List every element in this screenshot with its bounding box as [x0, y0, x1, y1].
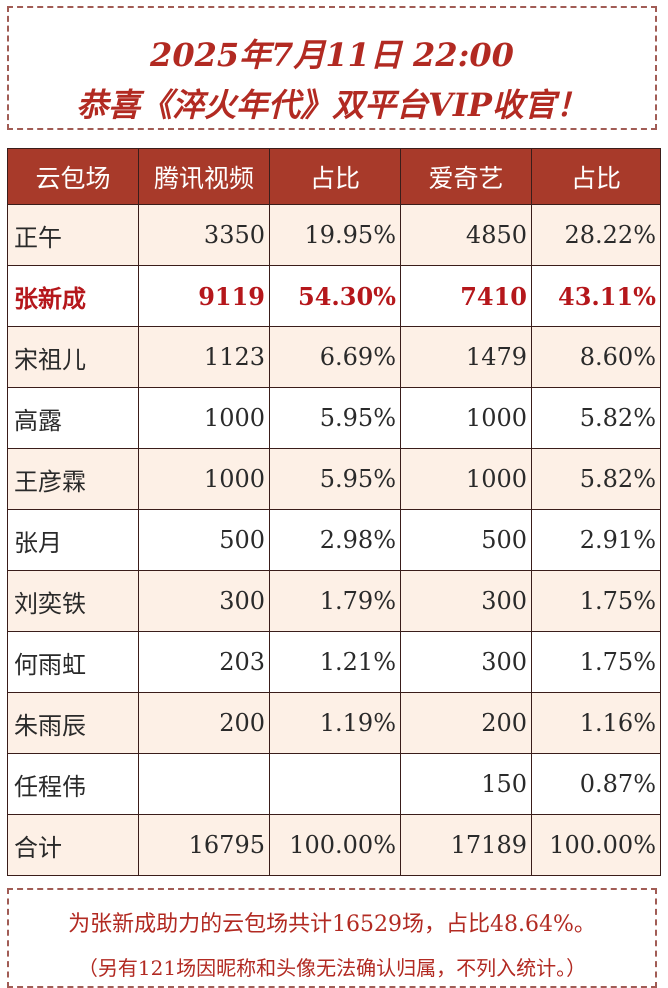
title-headline: 恭喜《淬火年代》双平台VIP收官！	[76, 86, 588, 124]
row-tencent-pct: 2.98%	[269, 509, 401, 571]
col-header-name: 云包场	[7, 148, 139, 205]
table-row: 刘奕铁 300 1.79% 300 1.75%	[7, 570, 661, 632]
table-row: 正午 3350 19.95% 4850 28.22%	[7, 204, 661, 266]
row-iqiyi-pct: 100.00%	[531, 814, 661, 876]
row-tencent: 203	[138, 631, 270, 693]
row-name: 王彦霖	[7, 448, 139, 510]
row-iqiyi-pct: 43.11%	[531, 265, 661, 327]
row-tencent: 500	[138, 509, 270, 571]
row-tencent-pct: 1.79%	[269, 570, 401, 632]
row-iqiyi: 300	[400, 631, 532, 693]
table-row: 张月 500 2.98% 500 2.91%	[7, 509, 661, 571]
table-row: 何雨虹 203 1.21% 300 1.75%	[7, 631, 661, 693]
title-box: 2025年7月11日 22:00 恭喜《淬火年代》双平台VIP收官！	[7, 6, 657, 130]
table-total-row: 合计 16795 100.00% 17189 100.00%	[7, 814, 661, 876]
row-iqiyi: 7410	[400, 265, 532, 327]
row-tencent-pct: 54.30%	[269, 265, 401, 327]
row-iqiyi: 1000	[400, 448, 532, 510]
row-iqiyi-pct: 1.16%	[531, 692, 661, 754]
row-tencent: 300	[138, 570, 270, 632]
row-iqiyi: 1479	[400, 326, 532, 388]
row-tencent: 16795	[138, 814, 270, 876]
row-tencent-pct: 1.21%	[269, 631, 401, 693]
title-date: 2025年7月11日 22:00	[150, 36, 514, 74]
col-header-iqiyi: 爱奇艺	[400, 148, 532, 205]
col-header-tencent-pct: 占比	[269, 148, 401, 205]
row-iqiyi: 1000	[400, 387, 532, 449]
table-row: 宋祖儿 1123 6.69% 1479 8.60%	[7, 326, 661, 388]
row-name: 何雨虹	[7, 631, 139, 693]
row-tencent-pct: 1.19%	[269, 692, 401, 754]
row-name: 任程伟	[7, 753, 139, 815]
footer-summary: 为张新成助力的云包场共计16529场，占比48.64%。	[68, 912, 596, 937]
row-iqiyi-pct: 2.91%	[531, 509, 661, 571]
row-name: 刘奕铁	[7, 570, 139, 632]
row-iqiyi-pct: 5.82%	[531, 387, 661, 449]
row-tencent-pct: 6.69%	[269, 326, 401, 388]
row-tencent: 1000	[138, 387, 270, 449]
row-name: 朱雨辰	[7, 692, 139, 754]
row-iqiyi: 4850	[400, 204, 532, 266]
row-iqiyi-pct: 0.87%	[531, 753, 661, 815]
table-row: 王彦霖 1000 5.95% 1000 5.82%	[7, 448, 661, 510]
table-header-row: 云包场 腾讯视频 占比 爱奇艺 占比	[7, 148, 661, 205]
row-iqiyi: 150	[400, 753, 532, 815]
col-header-tencent: 腾讯视频	[138, 148, 270, 205]
row-name: 张新成	[7, 265, 139, 327]
footer-footnote: （另有121场因昵称和头像无法确认归属，不列入统计。）	[77, 956, 587, 980]
row-name: 张月	[7, 509, 139, 571]
row-name: 宋祖儿	[7, 326, 139, 388]
table-row: 高露 1000 5.95% 1000 5.82%	[7, 387, 661, 449]
row-tencent-pct	[269, 753, 401, 815]
row-tencent: 1000	[138, 448, 270, 510]
row-tencent-pct: 5.95%	[269, 387, 401, 449]
row-iqiyi: 500	[400, 509, 532, 571]
row-iqiyi-pct: 1.75%	[531, 631, 661, 693]
table-row: 任程伟 150 0.87%	[7, 753, 661, 815]
row-tencent-pct: 100.00%	[269, 814, 401, 876]
row-tencent: 200	[138, 692, 270, 754]
row-tencent-pct: 19.95%	[269, 204, 401, 266]
row-iqiyi-pct: 5.82%	[531, 448, 661, 510]
row-name: 正午	[7, 204, 139, 266]
row-iqiyi-pct: 1.75%	[531, 570, 661, 632]
row-iqiyi-pct: 28.22%	[531, 204, 661, 266]
row-name: 高露	[7, 387, 139, 449]
footer-note-box: 为张新成助力的云包场共计16529场，占比48.64%。 （另有121场因昵称和…	[7, 888, 657, 988]
row-iqiyi: 300	[400, 570, 532, 632]
row-tencent	[138, 753, 270, 815]
vip-table: 云包场 腾讯视频 占比 爱奇艺 占比 正午 3350 19.95% 4850 2…	[7, 148, 661, 876]
row-iqiyi-pct: 8.60%	[531, 326, 661, 388]
row-tencent: 1123	[138, 326, 270, 388]
row-tencent-pct: 5.95%	[269, 448, 401, 510]
row-iqiyi: 200	[400, 692, 532, 754]
row-tencent: 3350	[138, 204, 270, 266]
col-header-iqiyi-pct: 占比	[531, 148, 661, 205]
row-name: 合计	[7, 814, 139, 876]
table-row: 朱雨辰 200 1.19% 200 1.16%	[7, 692, 661, 754]
row-tencent: 9119	[138, 265, 270, 327]
table-row-highlight: 张新成 9119 54.30% 7410 43.11%	[7, 265, 661, 327]
row-iqiyi: 17189	[400, 814, 532, 876]
